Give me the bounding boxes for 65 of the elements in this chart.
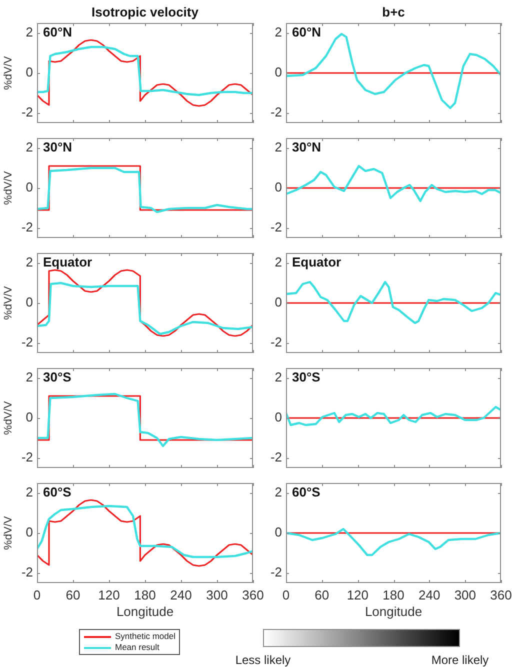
legend-label: Mean result [115,642,160,653]
y-tick-label: 0 [274,294,282,310]
annotation: 60°S [292,484,321,500]
x-tick-label: 360 [242,587,264,602]
text: Less likely [235,653,291,667]
y-tick-label: -2 [270,220,282,235]
x-tick-label: 60 [66,587,80,602]
y-tick-label: 0 [274,64,282,80]
y-tick-label: 0 [274,180,282,195]
x-axis-title: Longitude [364,604,422,619]
annotation: 30°N [43,140,72,155]
y-tick-label: 2 [274,254,282,270]
annotation: 60°N [292,24,322,40]
y-axis-title: %dV/V [2,516,15,550]
y-axis-title: %dV/V [2,400,15,435]
y-tick-label: 2 [26,370,33,385]
y-tick-label: -2 [270,334,282,350]
annotation: 30°S [43,370,72,385]
x-tick-label: 180 [382,587,404,602]
x-tick-label: 60 [314,587,330,602]
y-tick-label: 2 [26,140,33,155]
y-tick-label: 0 [26,64,33,80]
y-tick-label: -2 [270,104,282,120]
annotation: Equator [43,254,92,270]
x-tick-label: 120 [346,587,369,602]
y-tick-label: 2 [274,484,282,500]
y-axis-title: %dV/V [2,56,15,90]
y-tick-label: 2 [274,140,282,155]
y-axis-title: %dV/V [2,286,15,320]
x-axis-title: Longitude [116,604,174,619]
y-tick-label: 2 [26,24,33,40]
x-tick-label: 300 [206,587,228,602]
y-tick-label: 2 [26,484,33,500]
x-tick-label: 120 [98,587,120,602]
y-tick-label: 0 [26,524,33,540]
x-tick-label: 240 [170,587,192,602]
chart-title: b+c [382,4,405,20]
y-tick-label: 2 [274,370,282,385]
y-tick-label: -2 [21,450,33,465]
x-tick-label: 360 [490,587,512,602]
y-tick-label: 0 [274,524,282,540]
y-tick-label: 2 [26,254,33,270]
chart-title: Isotropic velocity [92,4,200,20]
y-tick-label: 0 [26,410,33,425]
y-tick-label: 2 [274,24,282,40]
y-tick-label: -2 [21,564,33,580]
y-tick-label: 0 [274,410,282,425]
y-tick-label: -2 [270,564,282,580]
y-tick-label: -2 [270,450,282,465]
y-axis-title: %dV/V [2,170,15,205]
y-tick-label: -2 [21,334,33,350]
y-tick-label: 0 [26,180,33,195]
annotation: 60°N [43,24,72,40]
annotation: 60°S [43,484,72,500]
x-tick-label: 300 [454,587,476,602]
text: More likely [431,653,489,667]
annotation: Equator [292,254,342,270]
y-tick-label: -2 [21,104,33,120]
x-tick-label: 240 [418,587,440,602]
x-tick-label: 180 [134,587,156,602]
legend-label: Synthetic model [115,631,176,642]
annotation: 30°S [292,370,321,385]
annotation: 30°N [292,140,322,155]
y-tick-label: -2 [21,220,33,235]
y-tick-label: 0 [26,294,33,310]
